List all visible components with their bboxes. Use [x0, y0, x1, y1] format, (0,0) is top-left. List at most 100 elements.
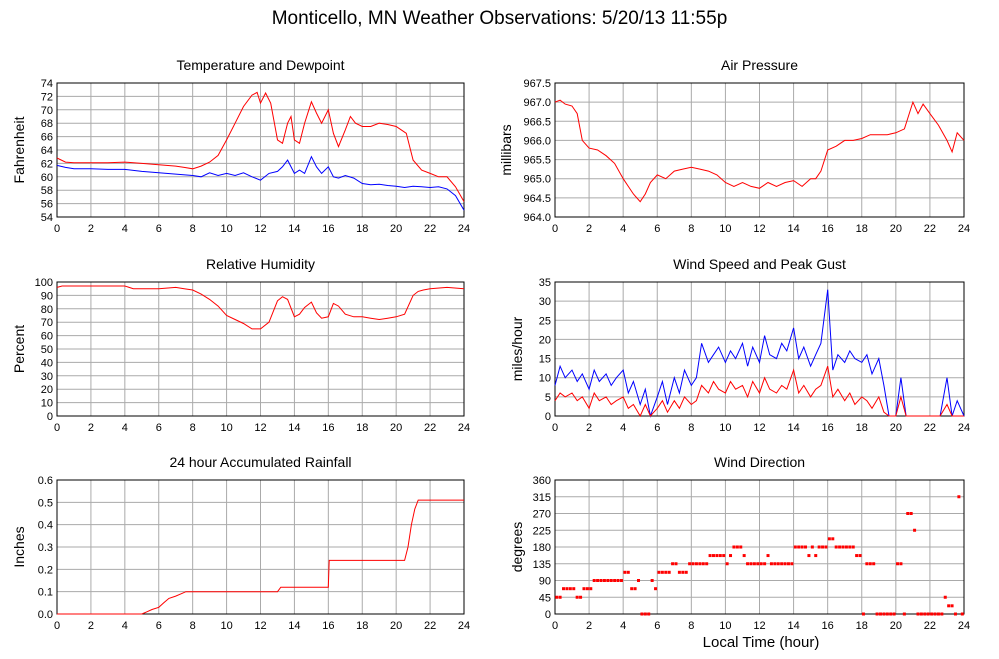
y-tick-label: 0.1 — [38, 587, 53, 599]
y-tick-label: 45 — [539, 592, 551, 604]
y-tick-label: 360 — [533, 475, 551, 487]
x-tick-label: 0 — [552, 223, 558, 235]
x-tick-label: 6 — [156, 223, 162, 235]
data-point — [671, 562, 675, 566]
data-point — [831, 537, 835, 541]
data-point — [797, 545, 801, 549]
x-tick-label: 16 — [822, 223, 834, 235]
x-tick-label: 12 — [753, 223, 765, 235]
x-tick-label: 10 — [719, 422, 731, 434]
data-point — [735, 545, 739, 549]
data-point — [558, 595, 562, 599]
data-point — [930, 612, 934, 616]
x-tick-label: 0 — [552, 620, 558, 632]
data-point — [585, 587, 589, 591]
data-point — [667, 570, 671, 574]
y-tick-label: 25 — [539, 315, 551, 327]
data-point — [684, 570, 688, 574]
data-point — [694, 562, 698, 566]
data-point — [708, 554, 712, 558]
y-tick-label: 66 — [41, 132, 53, 144]
x-tick-label: 14 — [787, 422, 799, 434]
x-tick-label: 22 — [424, 223, 436, 235]
data-point — [650, 579, 654, 582]
data-point — [855, 554, 859, 558]
x-tick-label: 20 — [390, 422, 402, 434]
x-tick-label: 14 — [787, 620, 799, 632]
x-tick-label: 16 — [822, 620, 834, 632]
x-tick-label: 6 — [156, 422, 162, 434]
data-point — [756, 562, 760, 566]
y-tick-label: 965.5 — [523, 155, 551, 167]
series-line-0 — [56, 91, 465, 202]
chart-title: Air Pressure — [721, 57, 798, 73]
y-tick-label: 58 — [41, 185, 53, 197]
data-point — [861, 612, 865, 616]
data-point — [953, 612, 957, 616]
data-point — [722, 554, 726, 558]
x-tick-label: 22 — [424, 620, 436, 632]
data-point — [582, 587, 586, 591]
y-tick-label: 60 — [41, 331, 53, 343]
data-point — [739, 545, 743, 549]
x-tick-label: 18 — [356, 223, 368, 235]
y-tick-label: 72 — [41, 91, 53, 103]
data-point — [681, 570, 685, 574]
data-point — [851, 545, 855, 549]
series-line-0 — [554, 99, 965, 203]
x-tick-label: 22 — [424, 422, 436, 434]
x-tick-label: 2 — [88, 422, 94, 434]
x-tick-label: 8 — [688, 620, 694, 632]
data-point — [872, 562, 876, 566]
data-point — [664, 570, 668, 574]
y-tick-label: 964.5 — [523, 193, 551, 205]
data-point — [896, 562, 900, 566]
x-tick-label: 6 — [654, 223, 660, 235]
x-tick-label: 16 — [322, 422, 334, 434]
chart-title: Wind Speed and Peak Gust — [673, 256, 846, 272]
data-point — [742, 554, 746, 558]
data-point — [640, 612, 644, 616]
y-tick-label: 50 — [41, 344, 53, 356]
x-tick-label: 16 — [322, 620, 334, 632]
y-tick-label: 135 — [533, 559, 551, 571]
plot-frame — [56, 281, 465, 417]
panel-temperature: 0 2 4 6 8 10 12 14 16 18 20 22 245456586062646668707… — [11, 57, 470, 235]
y-tick-label: 0 — [545, 609, 551, 621]
data-point — [630, 587, 634, 591]
data-point — [790, 562, 794, 566]
plot-frame — [554, 82, 965, 218]
x-tick-label: 20 — [890, 422, 902, 434]
y-tick-label: 964.0 — [523, 212, 551, 224]
data-point — [606, 579, 610, 582]
chart-title: Wind Direction — [714, 454, 805, 470]
y-tick-label: 5 — [545, 392, 551, 404]
y-tick-label: 225 — [533, 525, 551, 537]
y-axis-label: degrees — [509, 522, 525, 573]
x-tick-label: 8 — [688, 223, 694, 235]
x-tick-label: 12 — [753, 620, 765, 632]
data-point — [555, 595, 559, 599]
data-point — [800, 545, 804, 549]
data-point — [848, 545, 852, 549]
data-point — [838, 545, 842, 549]
x-tick-label: 24 — [458, 223, 470, 235]
panel-rainfall: 0 2 4 6 8 10 12 14 16 18 20 22 240.00.10.20.30.40.50… — [11, 454, 470, 632]
x-tick-label: 24 — [958, 620, 970, 632]
data-point — [633, 587, 637, 591]
x-tick-label: 18 — [856, 223, 868, 235]
data-point — [759, 562, 763, 566]
x-tick-label: 4 — [620, 422, 626, 434]
data-point — [923, 612, 927, 616]
data-point — [909, 512, 913, 515]
series-line-0 — [57, 499, 464, 615]
plot-frame — [554, 281, 965, 417]
y-tick-label: 20 — [539, 334, 551, 346]
data-point — [746, 562, 750, 566]
data-point — [572, 587, 576, 591]
data-point — [637, 579, 641, 582]
x-tick-label: 16 — [322, 223, 334, 235]
x-tick-label: 16 — [822, 422, 834, 434]
x-tick-label: 14 — [787, 223, 799, 235]
data-point — [783, 562, 787, 566]
